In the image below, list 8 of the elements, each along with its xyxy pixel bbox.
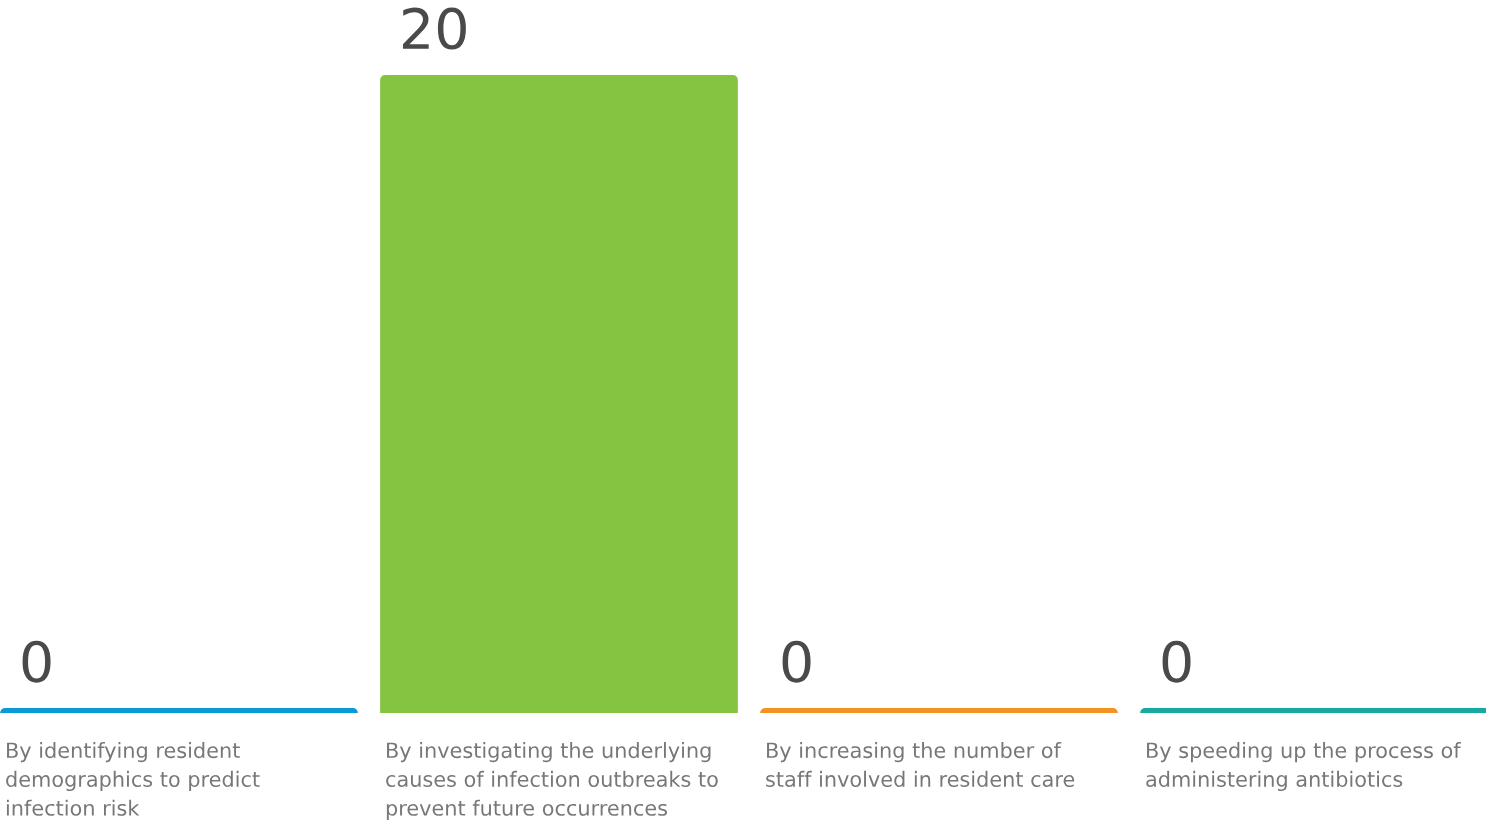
data-label: 20 <box>402 7 466 50</box>
data-label: 0 <box>1162 640 1191 683</box>
x-tick-label: By speeding up the process of administering antibiotics <box>1146 742 1462 792</box>
data-label: 0 <box>782 640 811 683</box>
data-label: 0 <box>22 640 51 683</box>
x-tick-label: By increasing the number of staff involved in resident care <box>766 742 1075 787</box>
x-tick-label: By identifying resident demographics to predict infection risk <box>6 742 260 816</box>
x-tick-label: By investigating the underlying causes of infection outbreaks to prevent future occurrences <box>386 742 718 820</box>
